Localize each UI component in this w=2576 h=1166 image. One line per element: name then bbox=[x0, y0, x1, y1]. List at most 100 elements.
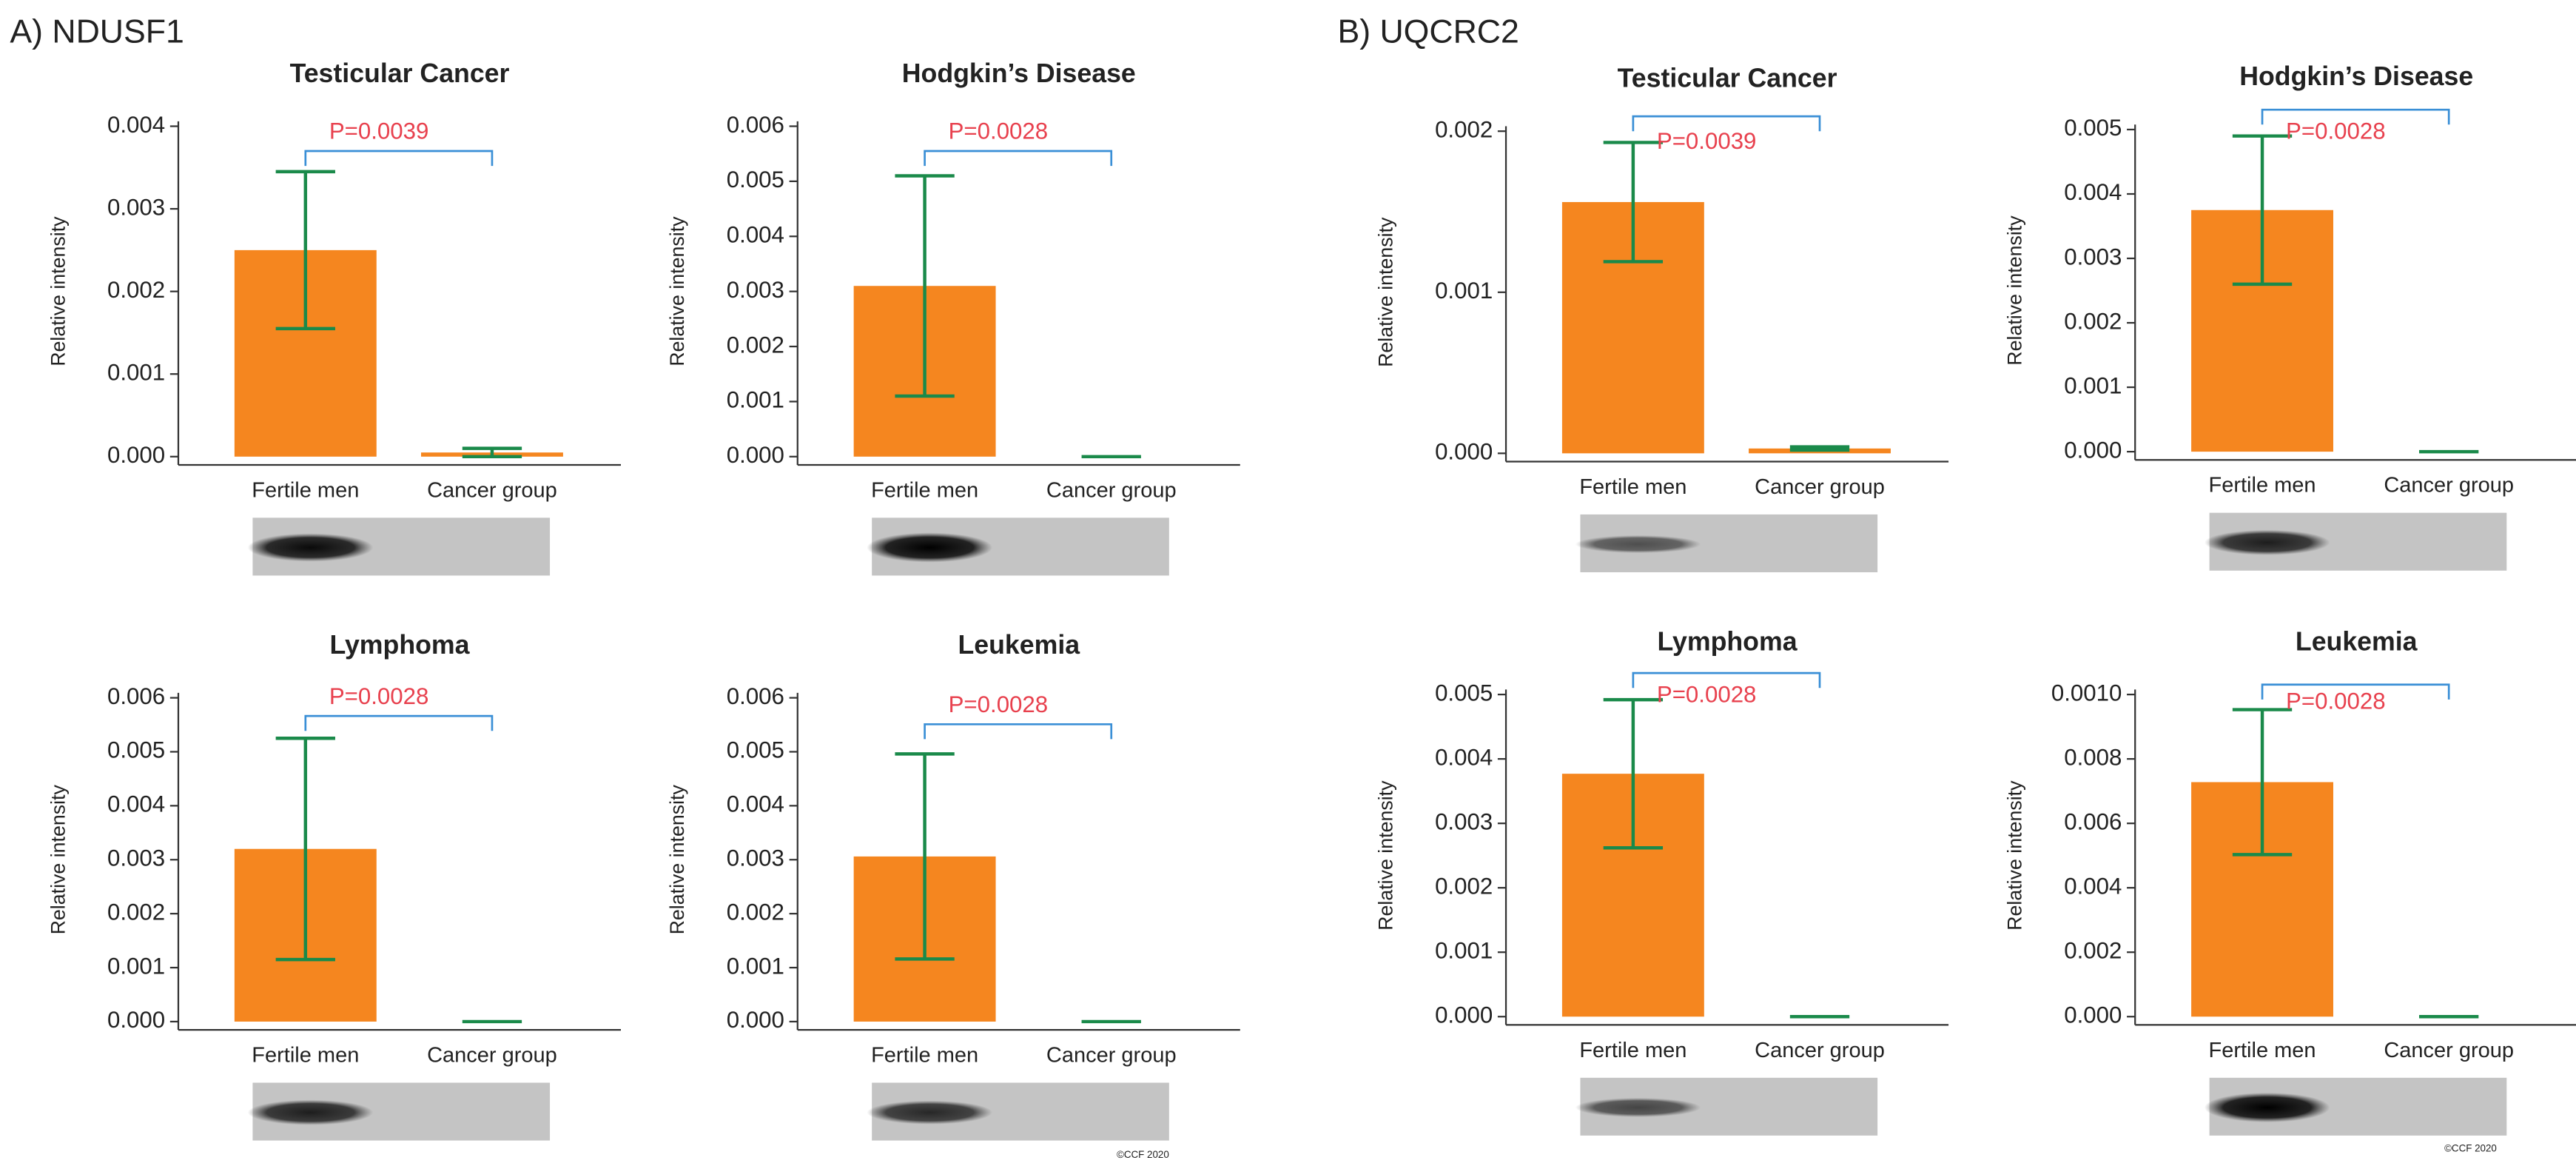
y-tick-label: 0.003 bbox=[107, 845, 165, 871]
y-tick-label: 0.001 bbox=[2064, 372, 2122, 398]
y-axis-label: Relative intensity bbox=[2004, 780, 2026, 931]
x-tick-label: Cancer group bbox=[427, 478, 557, 502]
y-tick-label: 0.004 bbox=[727, 791, 784, 817]
y-tick-label: 0.000 bbox=[2064, 437, 2122, 463]
y-tick-label: 0.004 bbox=[2064, 179, 2122, 205]
y-tick-label: 0.001 bbox=[727, 953, 784, 979]
y-axis-label: Relative intensity bbox=[666, 784, 688, 934]
y-tick-label: 0.002 bbox=[2064, 308, 2122, 334]
y-tick-label: 0.004 bbox=[727, 222, 784, 248]
y-axis-label: Relative intensity bbox=[1374, 217, 1396, 367]
y-tick-label: 0.006 bbox=[727, 112, 784, 138]
x-tick-label: Cancer group bbox=[1755, 1039, 1885, 1062]
y-tick-label: 0.002 bbox=[107, 277, 165, 303]
y-axis-label: Relative intensity bbox=[2004, 215, 2026, 366]
chart-title: Hodgkin’s Disease bbox=[902, 58, 1136, 88]
blot-band bbox=[867, 532, 993, 563]
y-tick-label: 0.001 bbox=[1435, 278, 1493, 304]
blot-band bbox=[2204, 1092, 2330, 1123]
chart-title: Testicular Cancer bbox=[1618, 63, 1837, 93]
x-tick-label: Fertile men bbox=[252, 1043, 359, 1067]
credit: ©CCF 2020 bbox=[1117, 1149, 1169, 1160]
error-bar bbox=[2232, 708, 2293, 857]
y-tick-label: 0.001 bbox=[107, 359, 165, 385]
chart-title: Hodgkin’s Disease bbox=[2239, 61, 2473, 91]
y-axis-label: Relative intensity bbox=[666, 216, 688, 366]
y-tick-label: 0.003 bbox=[107, 194, 165, 220]
significance-bracket bbox=[924, 150, 1113, 167]
y-tick-label: 0.000 bbox=[1435, 1002, 1493, 1028]
y-tick-label: 0.002 bbox=[107, 899, 165, 925]
y-tick-label: 0.005 bbox=[727, 167, 784, 192]
error-bar bbox=[275, 737, 335, 962]
x-tick-label: Cancer group bbox=[2384, 474, 2514, 497]
x-tick-label: Fertile men bbox=[871, 1043, 978, 1067]
panel-label: A) NDUSF1 bbox=[10, 13, 184, 50]
x-tick-label: Fertile men bbox=[1579, 1039, 1686, 1062]
y-axis-label: Relative intensity bbox=[47, 784, 69, 934]
y-tick-label: 0.002 bbox=[2064, 937, 2122, 963]
p-value: P=0.0028 bbox=[329, 683, 429, 709]
p-value: P=0.0028 bbox=[2286, 688, 2386, 714]
y-tick-label: 0.0010 bbox=[2051, 680, 2122, 706]
y-tick-label: 0.004 bbox=[1435, 744, 1493, 770]
credit: ©CCF 2020 bbox=[2444, 1142, 2497, 1153]
y-tick-label: 0.001 bbox=[727, 387, 784, 413]
significance-bracket bbox=[924, 723, 1113, 740]
y-tick-label: 0.002 bbox=[727, 332, 784, 358]
y-tick-label: 0.002 bbox=[1435, 873, 1493, 899]
panel-label: B) UQCRC2 bbox=[1337, 13, 1519, 50]
p-value: P=0.0028 bbox=[2286, 118, 2386, 144]
x-tick-label: Fertile men bbox=[2209, 474, 2316, 497]
error-bar bbox=[1603, 141, 1664, 264]
y-tick-label: 0.000 bbox=[727, 442, 784, 468]
blot-band bbox=[247, 1099, 374, 1125]
x-tick-label: Cancer group bbox=[1046, 1043, 1177, 1067]
x-tick-label: Cancer group bbox=[1755, 475, 1885, 499]
blot-band bbox=[867, 1100, 993, 1125]
significance-bracket bbox=[2261, 683, 2450, 700]
y-tick-label: 0.005 bbox=[107, 737, 165, 763]
y-tick-label: 0.000 bbox=[107, 1007, 165, 1033]
p-value: P=0.0028 bbox=[949, 691, 1049, 717]
p-value: P=0.0028 bbox=[949, 118, 1049, 144]
x-tick-label: Fertile men bbox=[1579, 475, 1686, 499]
error-bar bbox=[275, 170, 335, 331]
x-tick-label: Fertile men bbox=[871, 478, 978, 502]
y-tick-label: 0.003 bbox=[1435, 808, 1493, 834]
blot-band bbox=[1575, 1097, 1701, 1118]
chart-title: Lymphoma bbox=[329, 630, 470, 660]
y-tick-label: 0.000 bbox=[2064, 1002, 2122, 1028]
error-bar bbox=[1603, 697, 1664, 850]
chart-title: Leukemia bbox=[958, 630, 1080, 660]
significance-bracket bbox=[2261, 108, 2450, 125]
chart-title: Testicular Cancer bbox=[290, 58, 510, 88]
error-bar bbox=[895, 752, 955, 961]
y-tick-label: 0.008 bbox=[2064, 744, 2122, 770]
p-value: P=0.0039 bbox=[1657, 128, 1757, 154]
y-tick-label: 0.000 bbox=[1435, 439, 1493, 465]
y-tick-label: 0.003 bbox=[2064, 244, 2122, 269]
x-tick-label: Cancer group bbox=[1046, 478, 1177, 502]
y-axis-label: Relative intensity bbox=[47, 216, 69, 366]
y-axis-label: Relative intensity bbox=[1374, 780, 1396, 931]
y-tick-label: 0.006 bbox=[727, 683, 784, 709]
chart-title: Leukemia bbox=[2296, 626, 2418, 656]
y-tick-label: 0.004 bbox=[107, 791, 165, 817]
x-tick-label: Fertile men bbox=[252, 478, 359, 502]
y-tick-label: 0.002 bbox=[727, 899, 784, 925]
significance-bracket bbox=[304, 150, 494, 167]
y-tick-label: 0.005 bbox=[1435, 680, 1493, 706]
error-bar bbox=[2232, 134, 2293, 287]
error-bar bbox=[462, 446, 522, 459]
p-value: P=0.0028 bbox=[1657, 682, 1757, 708]
p-value: P=0.0039 bbox=[329, 118, 429, 144]
x-tick-label: Cancer group bbox=[427, 1043, 557, 1067]
y-tick-label: 0.002 bbox=[1435, 116, 1493, 142]
x-tick-label: Cancer group bbox=[2384, 1039, 2514, 1062]
y-tick-label: 0.001 bbox=[1435, 937, 1493, 963]
y-tick-label: 0.000 bbox=[727, 1007, 784, 1033]
significance-bracket bbox=[1632, 115, 1821, 132]
